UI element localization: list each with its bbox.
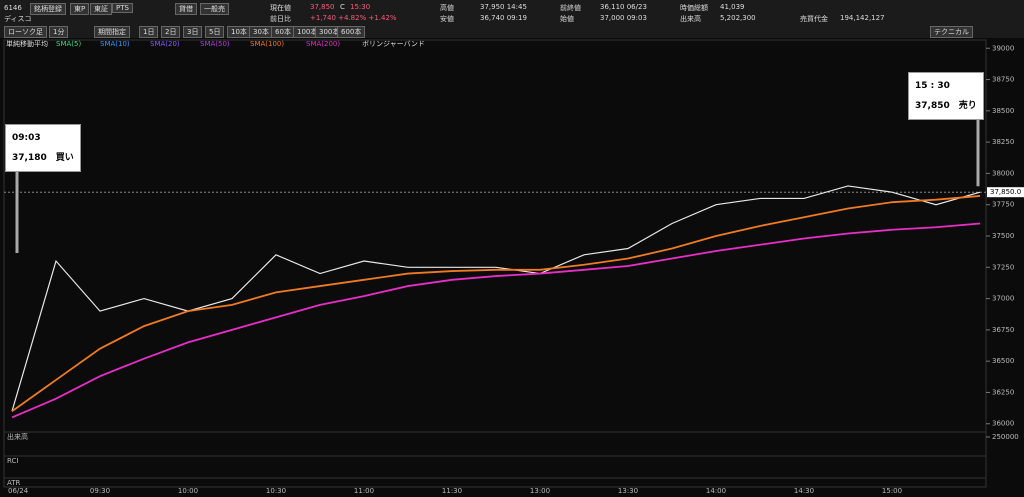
quote-label: 安値 bbox=[440, 15, 454, 23]
x-tick-label: 10:00 bbox=[178, 487, 198, 495]
indicator-label: SMA(50) bbox=[200, 40, 230, 48]
quote-label: 時価総額 bbox=[680, 4, 708, 12]
x-tick-label: 14:00 bbox=[706, 487, 726, 495]
y-tick-label: 37750 bbox=[992, 201, 1014, 209]
toolbar-button[interactable]: 1分 bbox=[49, 26, 69, 38]
indicator-label: SMA(20) bbox=[150, 40, 180, 48]
x-tick-label: 14:30 bbox=[794, 487, 814, 495]
y-tick-label: 38250 bbox=[992, 138, 1014, 146]
y-tick-label: 36750 bbox=[992, 326, 1014, 334]
indicator-label: SMA(200) bbox=[306, 40, 340, 48]
series-line bbox=[11, 195, 981, 412]
toolbar-button[interactable]: 60本 bbox=[271, 26, 295, 38]
toolbar-button[interactable]: ローソク足 bbox=[4, 26, 47, 38]
buy-note: 09:03 37,180 買い bbox=[5, 124, 81, 172]
pane bbox=[3, 455, 987, 479]
sell-note: 15 : 30 37,850 売り bbox=[908, 72, 984, 120]
pane-label: 出来高 bbox=[7, 432, 28, 441]
x-tick-label: 15:00 bbox=[882, 487, 902, 495]
y-tick-label: 36250 bbox=[992, 388, 1014, 396]
button[interactable]: PTS bbox=[112, 3, 133, 13]
indicator-label: SMA(10) bbox=[100, 40, 130, 48]
quote-value: 5,202,300 bbox=[720, 14, 756, 22]
quote-label: 出来高 bbox=[680, 15, 701, 23]
y-tick-label: 38500 bbox=[992, 107, 1014, 115]
pane-label: ATR bbox=[7, 479, 21, 487]
quote-label: 始値 bbox=[560, 15, 574, 23]
series-line bbox=[11, 222, 981, 419]
quote-value: 37,000 09:03 bbox=[600, 14, 647, 22]
quote-value: 36,740 09:19 bbox=[480, 14, 527, 22]
button[interactable]: 東証 bbox=[90, 3, 112, 15]
quote-value: 37,850 bbox=[310, 3, 335, 11]
current-price-label: 37,850.0 bbox=[990, 188, 1021, 196]
x-tick-label: 11:00 bbox=[354, 487, 374, 495]
code: 6146 bbox=[4, 4, 22, 12]
indicator-label: SMA(100) bbox=[250, 40, 284, 48]
quote-label: 高値 bbox=[440, 4, 454, 12]
toolbar-button[interactable]: 10本 bbox=[227, 26, 251, 38]
toolbar-button[interactable]: 2日 bbox=[161, 26, 181, 38]
pane bbox=[3, 431, 987, 457]
toolbar-button[interactable]: テクニカル bbox=[930, 26, 973, 38]
button[interactable]: 東P bbox=[70, 3, 90, 15]
quote-label: 前日比 bbox=[270, 15, 291, 23]
button[interactable]: 一般売 bbox=[200, 3, 229, 15]
quote-label: C bbox=[340, 3, 345, 11]
toolbar-button[interactable]: 600本 bbox=[337, 26, 366, 38]
quote-value: 36,110 06/23 bbox=[600, 3, 647, 11]
x-tick-label: 06/24 bbox=[8, 487, 29, 495]
indicator-label: 単純移動平均 bbox=[6, 39, 48, 48]
indicator-label: SMA(5) bbox=[56, 40, 81, 48]
quote-value: 41,039 bbox=[720, 3, 745, 11]
series-line bbox=[11, 185, 981, 412]
note-time: 09:03 bbox=[12, 133, 41, 143]
y-tick-label: 37000 bbox=[992, 295, 1014, 303]
header: 6146 ディスコ 銘柄登録 東P 東証 PTS 貸借 一般売 現在値 37,850 C 15:3… bbox=[0, 0, 1024, 38]
pane bbox=[3, 477, 987, 488]
button[interactable]: 貸借 bbox=[175, 3, 197, 15]
x-tick-label: 10:30 bbox=[266, 487, 286, 495]
current-price-box bbox=[987, 187, 1024, 198]
quote-label: 現在値 bbox=[270, 4, 291, 12]
pane-label: RCI bbox=[7, 457, 18, 465]
quote-label: 売買代金 bbox=[800, 15, 828, 23]
toolbar-button[interactable]: 3日 bbox=[183, 26, 203, 38]
quote-value: +1,740 +4.82% +1.42% bbox=[310, 14, 397, 22]
y-tick-label: 38000 bbox=[992, 169, 1014, 177]
toolbar-button[interactable]: 30本 bbox=[249, 26, 273, 38]
indicator-label: ボリンジャーバンド bbox=[362, 40, 425, 48]
y-tick-label: 39000 bbox=[992, 44, 1014, 52]
chart: 単純移動平均 SMA(5) SMA(10) SMA(20) SMA(50) SMA(100… bbox=[3, 39, 1024, 495]
y-tick-label: 36000 bbox=[992, 420, 1014, 428]
quote-value: 15:30 bbox=[350, 3, 371, 11]
note-text: 37,180 買い bbox=[12, 153, 74, 163]
x-tick-label: 13:00 bbox=[530, 487, 550, 495]
x-tick-label: 13:30 bbox=[618, 487, 638, 495]
y-tick-label: 36500 bbox=[992, 357, 1014, 365]
quote-label: 前終値 bbox=[560, 4, 581, 12]
toolbar-button[interactable]: 5日 bbox=[205, 26, 225, 38]
x-tick-label: 09:30 bbox=[90, 487, 110, 495]
toolbar-button[interactable]: 期間指定 bbox=[94, 26, 130, 38]
volume-tick-label: 250000 bbox=[992, 433, 1019, 441]
y-tick-label: 37250 bbox=[992, 263, 1014, 271]
plot-border bbox=[3, 39, 987, 433]
stock-name: ディスコ bbox=[4, 15, 32, 23]
x-tick-label: 11:30 bbox=[442, 487, 462, 495]
note-time: 15 : 30 bbox=[915, 81, 950, 91]
quote-value: 37,950 14:45 bbox=[480, 3, 527, 11]
quote-value: 194,142,127 bbox=[840, 14, 885, 22]
y-tick-label: 38750 bbox=[992, 76, 1014, 84]
toolbar-button[interactable]: 1日 bbox=[139, 26, 159, 38]
button[interactable]: 銘柄登録 bbox=[30, 3, 66, 15]
y-tick-label: 37500 bbox=[992, 232, 1014, 240]
note-text: 37,850 売り bbox=[915, 101, 977, 111]
